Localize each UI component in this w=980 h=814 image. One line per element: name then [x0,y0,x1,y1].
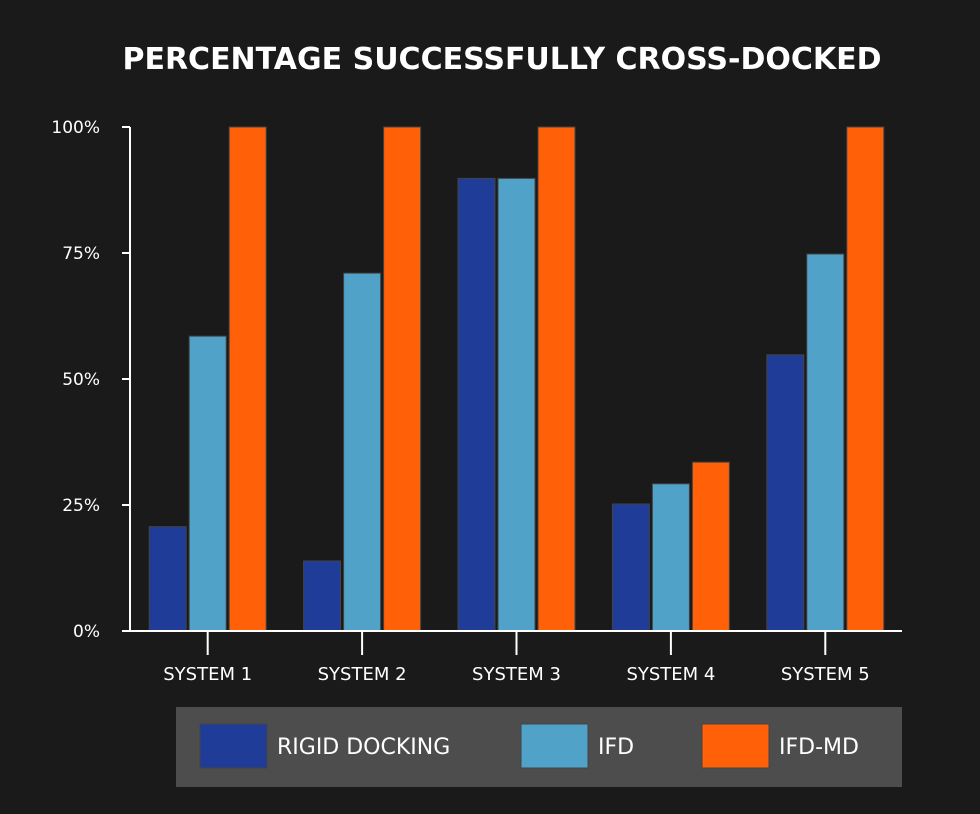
bar-rigid-docking-3 [457,177,496,632]
y-tick-label: 100% [51,118,100,138]
bars [148,126,885,632]
bar-rigid-docking-5 [766,354,805,632]
x-tick-label: SYSTEM 3 [472,664,561,685]
legend-swatch [520,723,589,769]
bar-ifd-md-5 [846,126,885,632]
axes: SYSTEM 1 SYSTEM 2 SYSTEM 3 SYSTEM 4 SYSTEM 5… [51,118,902,685]
x-tick-label: SYSTEM 5 [781,664,870,685]
x-tick-label: SYSTEM 1 [163,664,252,685]
y-tick-label: 0% [73,622,100,642]
legend: RIGID DOCKING IFD IFD-MD [176,707,902,787]
bar-ifd-1 [188,335,227,632]
legend-swatch [199,723,268,769]
x-tick-label: SYSTEM 4 [626,664,715,685]
bar-ifd-4 [651,483,690,632]
legend-swatch [701,723,770,769]
legend-label: IFD-MD [779,735,859,760]
x-tick-label: SYSTEM 2 [318,664,407,685]
y-tick-label: 25% [62,496,100,516]
bar-ifd-md-1 [228,126,267,632]
bar-rigid-docking-4 [611,503,650,632]
chart-title: PERCENTAGE SUCCESSFULLY CROSS-DOCKED [122,42,881,77]
bar-ifd-md-4 [691,461,730,632]
y-tick-label: 50% [62,370,100,390]
bar-rigid-docking-1 [148,526,187,632]
bar-rigid-docking-2 [303,560,342,632]
legend-label: IFD [598,735,634,760]
bar-ifd-md-2 [383,126,422,632]
bar-ifd-3 [497,177,536,632]
bar-ifd-md-3 [537,126,576,632]
y-tick-label: 75% [62,244,100,264]
bar-ifd-2 [343,272,382,632]
legend-label: RIGID DOCKING [277,735,450,760]
bar-ifd-5 [806,253,845,632]
